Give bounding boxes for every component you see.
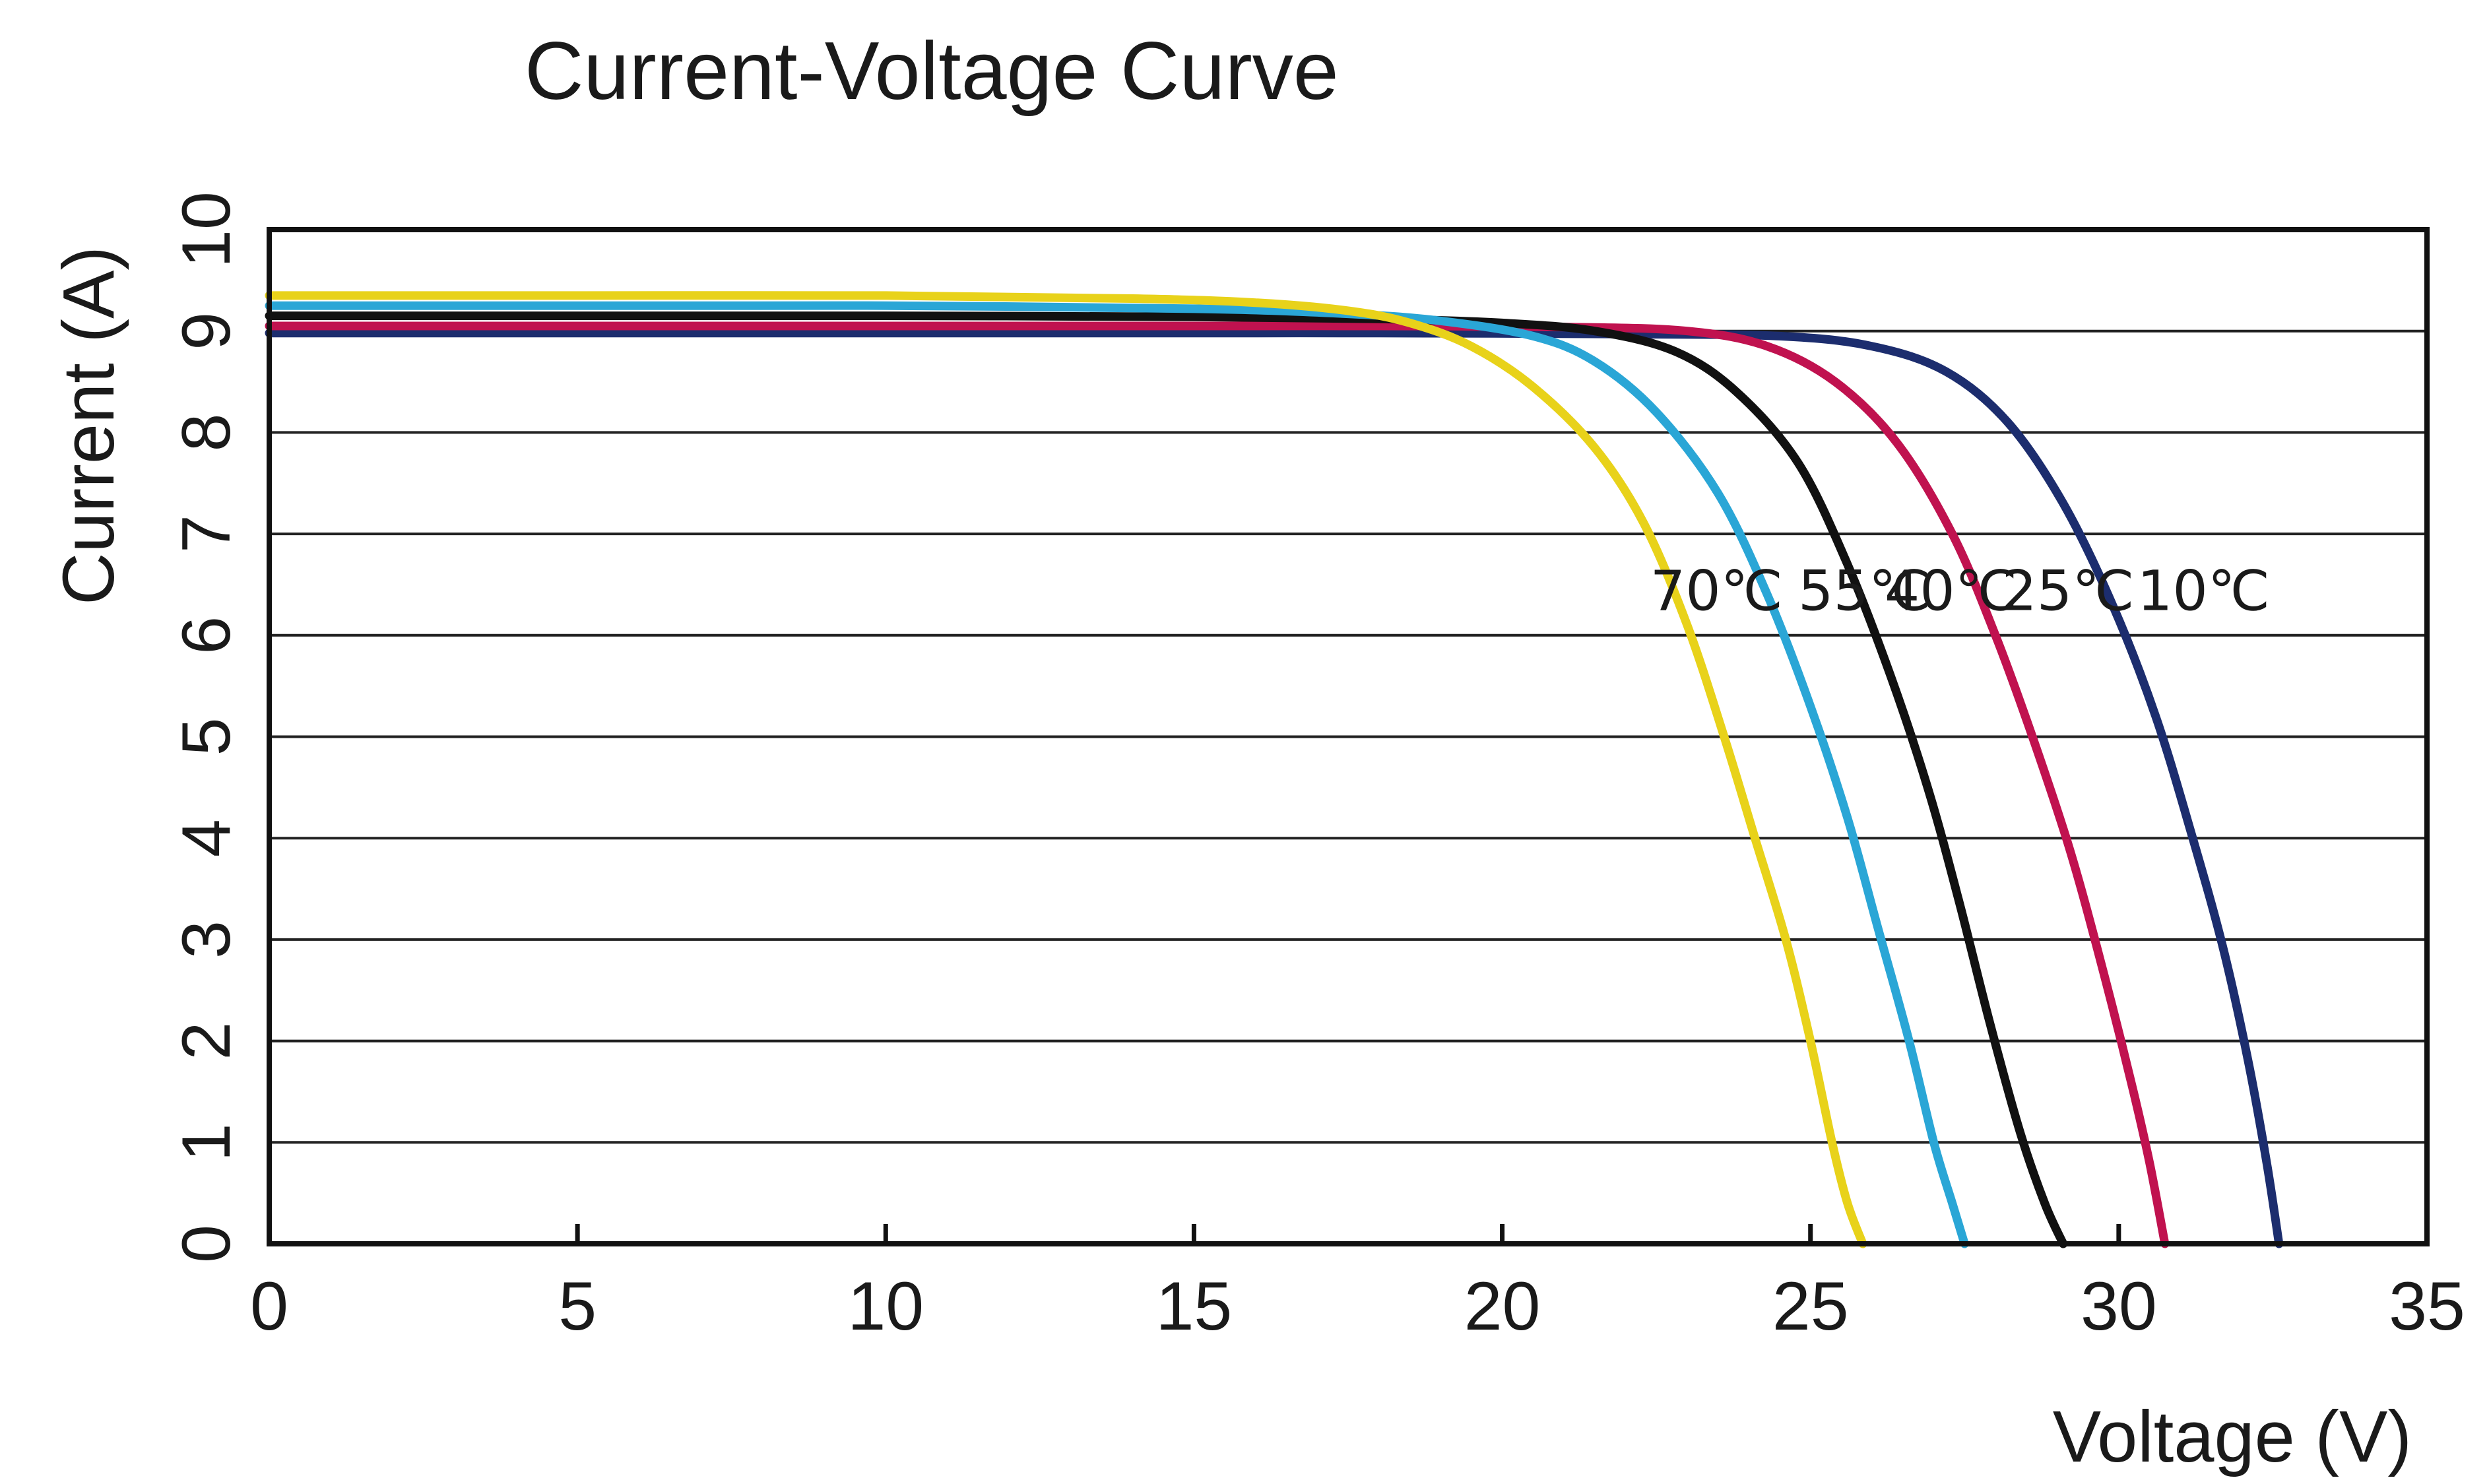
series-line-70c [265, 291, 1867, 1248]
chart-title: Current-Voltage Curve [525, 26, 1339, 117]
series-line-25c [265, 321, 2170, 1248]
x-tick-label-10: 10 [847, 1268, 924, 1345]
y-tick-label-9: 9 [168, 312, 245, 350]
x-tick-label-15: 15 [1156, 1268, 1233, 1345]
y-tick-label-5: 5 [168, 718, 245, 756]
y-tick-label-8: 8 [168, 413, 245, 451]
temp-label-55c: 55℃ [1798, 558, 1931, 623]
y-tick-label-3: 3 [168, 920, 245, 959]
plot-frame [267, 227, 2430, 1246]
y-tick-label-1: 1 [168, 1123, 245, 1161]
temperature-labels: 70℃ 55℃40℃25℃ 10℃ [1650, 558, 2270, 623]
y-tick-label-6: 6 [168, 616, 245, 655]
grid-lines [269, 329, 2427, 1144]
x-tick-label-20: 20 [1464, 1268, 1541, 1345]
temp-label-25c: 25℃ [2001, 558, 2134, 623]
y-tick-label-0: 0 [168, 1225, 245, 1263]
y-tick-label-10: 10 [168, 191, 245, 268]
tick-labels: 0 5 10 15 20 25 30 35 0 1 2 3 4 5 6 7 8 9 10 [168, 191, 2465, 1345]
y-tick-label-7: 7 [168, 515, 245, 553]
y-tick-label-4: 4 [168, 819, 245, 857]
x-tick-label-5: 5 [558, 1268, 597, 1345]
temp-label-70c: 70℃ [1650, 558, 1783, 623]
temp-label-40c: 40℃ [1885, 558, 2017, 623]
y-axis-label: Current (A) [48, 246, 129, 605]
x-tick-label-25: 25 [1772, 1268, 1849, 1345]
series-lines [265, 291, 2284, 1248]
x-axis-label: Voltage (V) [2053, 1396, 2412, 1477]
series-line-55c [265, 301, 1969, 1248]
y-tick-label-2: 2 [168, 1022, 245, 1060]
x-tick-label-30: 30 [2081, 1268, 2157, 1345]
plot-border [267, 227, 2430, 1246]
x-tick-label-0: 0 [250, 1268, 288, 1345]
temp-label-10c: 10℃ [2137, 558, 2270, 623]
series-line-40c [265, 311, 2068, 1248]
series-line-10c [265, 329, 2284, 1248]
x-tick-label-35: 35 [2389, 1268, 2465, 1345]
